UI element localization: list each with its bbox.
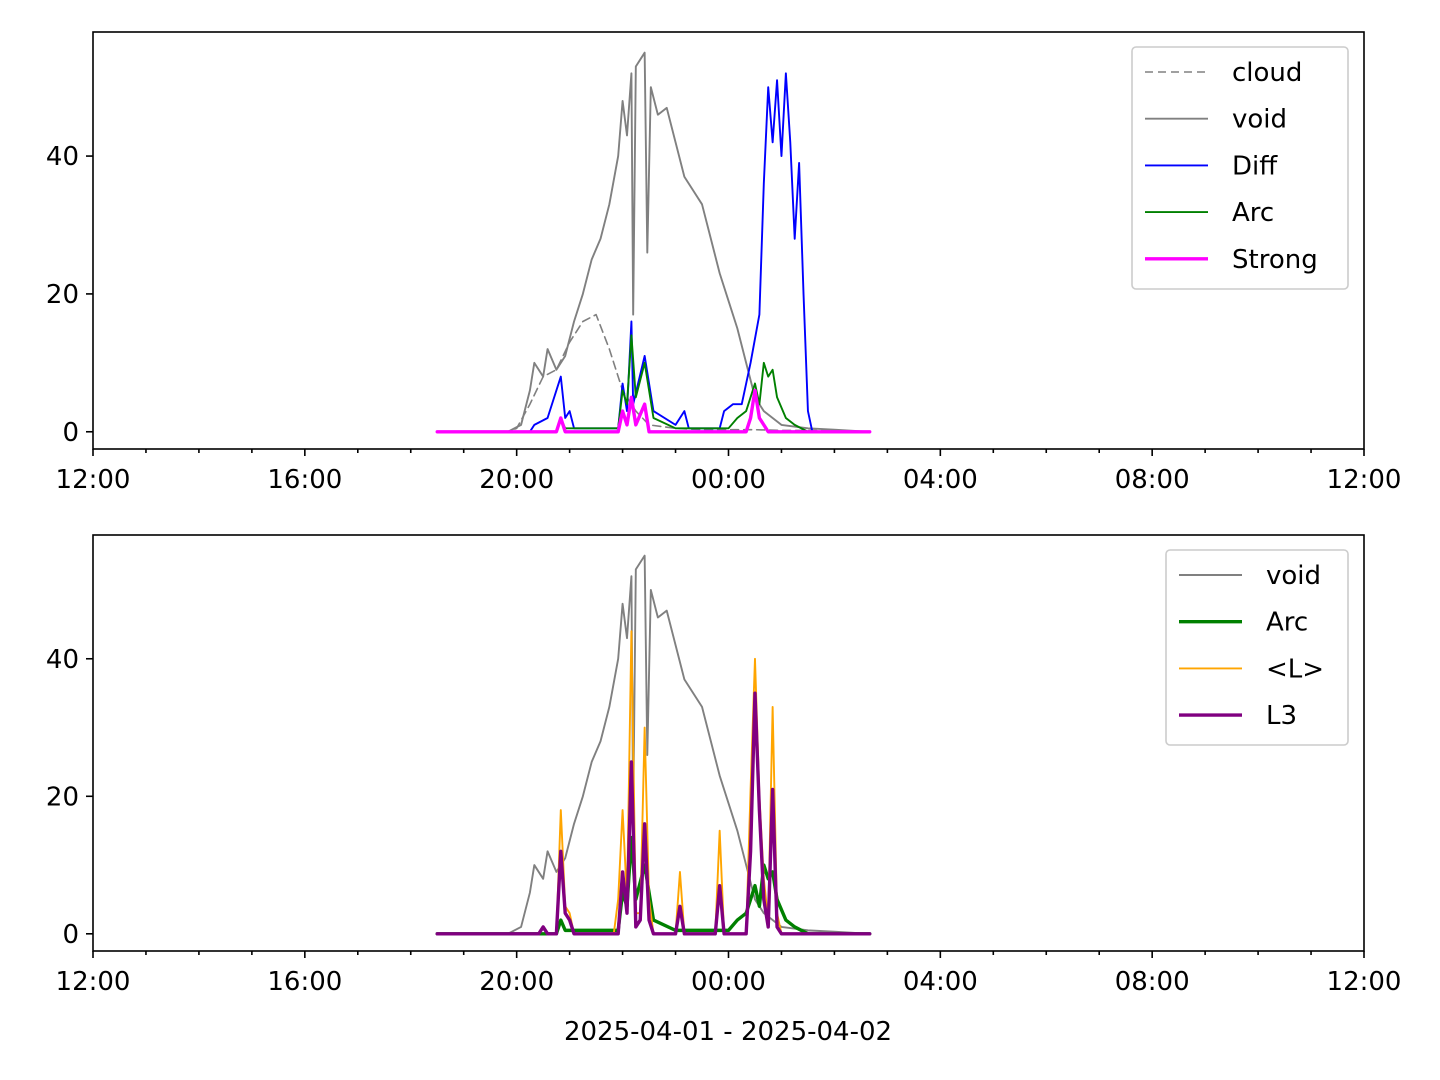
bottom-x-tick-label: 08:00 [1115,967,1190,997]
bottom-legend-label-void: void [1266,561,1321,591]
top-x-tick-label: 00:00 [691,465,766,495]
bottom-legend: void Arc <L> L3 [1165,549,1349,746]
top-legend-box [1131,46,1349,290]
top-series-strong-line [435,388,872,434]
bottom-legend-box [1165,549,1349,746]
top-y-tick-label: 0 [62,418,79,448]
top-panel: 12:00 16:00 20:00 00:00 04:00 08:00 12:00 0 20 4… [46,31,1402,495]
bottom-x-tick-label: 12:00 [1327,967,1402,997]
bottom-series-layer [435,554,872,936]
top-x-tick-label: 20:00 [479,465,554,495]
bottom-series-void-line [436,554,871,935]
bottom-x-tick-label: 12:00 [56,967,131,997]
x-axis-label: 2025-04-01 - 2025-04-02 [564,1017,892,1047]
top-y-tick-label: 20 [46,280,79,310]
top-x-tick-label: 12:00 [56,465,131,495]
bottom-series-l3-line [435,691,872,936]
bottom-panel: 12:00 16:00 20:00 00:00 04:00 08:00 12:00 0 20 4… [46,534,1402,997]
bottom-y-tick-label: 0 [62,920,79,950]
top-y-tick-label: 40 [46,142,79,172]
top-legend-label-void: void [1232,105,1287,135]
top-legend: cloud void Diff Arc Strong [1131,46,1349,290]
bottom-x-axis: 12:00 16:00 20:00 00:00 04:00 08:00 12:00 [56,951,1402,997]
bottom-y-tick-label: 40 [46,645,79,675]
top-series-void-line [436,51,871,433]
top-legend-label-arc: Arc [1232,198,1274,228]
top-x-axis: 12:00 16:00 20:00 00:00 04:00 08:00 12:00 [56,449,1402,495]
bottom-x-tick-label: 00:00 [691,967,766,997]
bottom-x-tick-label: 16:00 [267,967,342,997]
top-series-cloud-line [436,313,871,433]
top-legend-label-diff: Diff [1232,151,1278,181]
top-x-tick-label: 12:00 [1327,465,1402,495]
bottom-y-axis: 0 20 40 [46,645,93,950]
top-series-layer [435,51,872,434]
top-x-tick-label: 08:00 [1115,465,1190,495]
bottom-x-tick-label: 20:00 [479,967,554,997]
top-x-tick-label: 04:00 [903,465,978,495]
bottom-legend-label-l: <L> [1266,654,1324,684]
bottom-legend-label-l3: L3 [1266,701,1297,731]
top-legend-label-strong: Strong [1232,245,1318,275]
bottom-legend-label-arc: Arc [1266,608,1308,638]
bottom-y-tick-label: 20 [46,782,79,812]
top-y-axis: 0 20 40 [46,142,93,448]
bottom-x-tick-label: 04:00 [903,967,978,997]
top-x-tick-label: 16:00 [267,465,342,495]
top-legend-label-cloud: cloud [1232,58,1302,88]
